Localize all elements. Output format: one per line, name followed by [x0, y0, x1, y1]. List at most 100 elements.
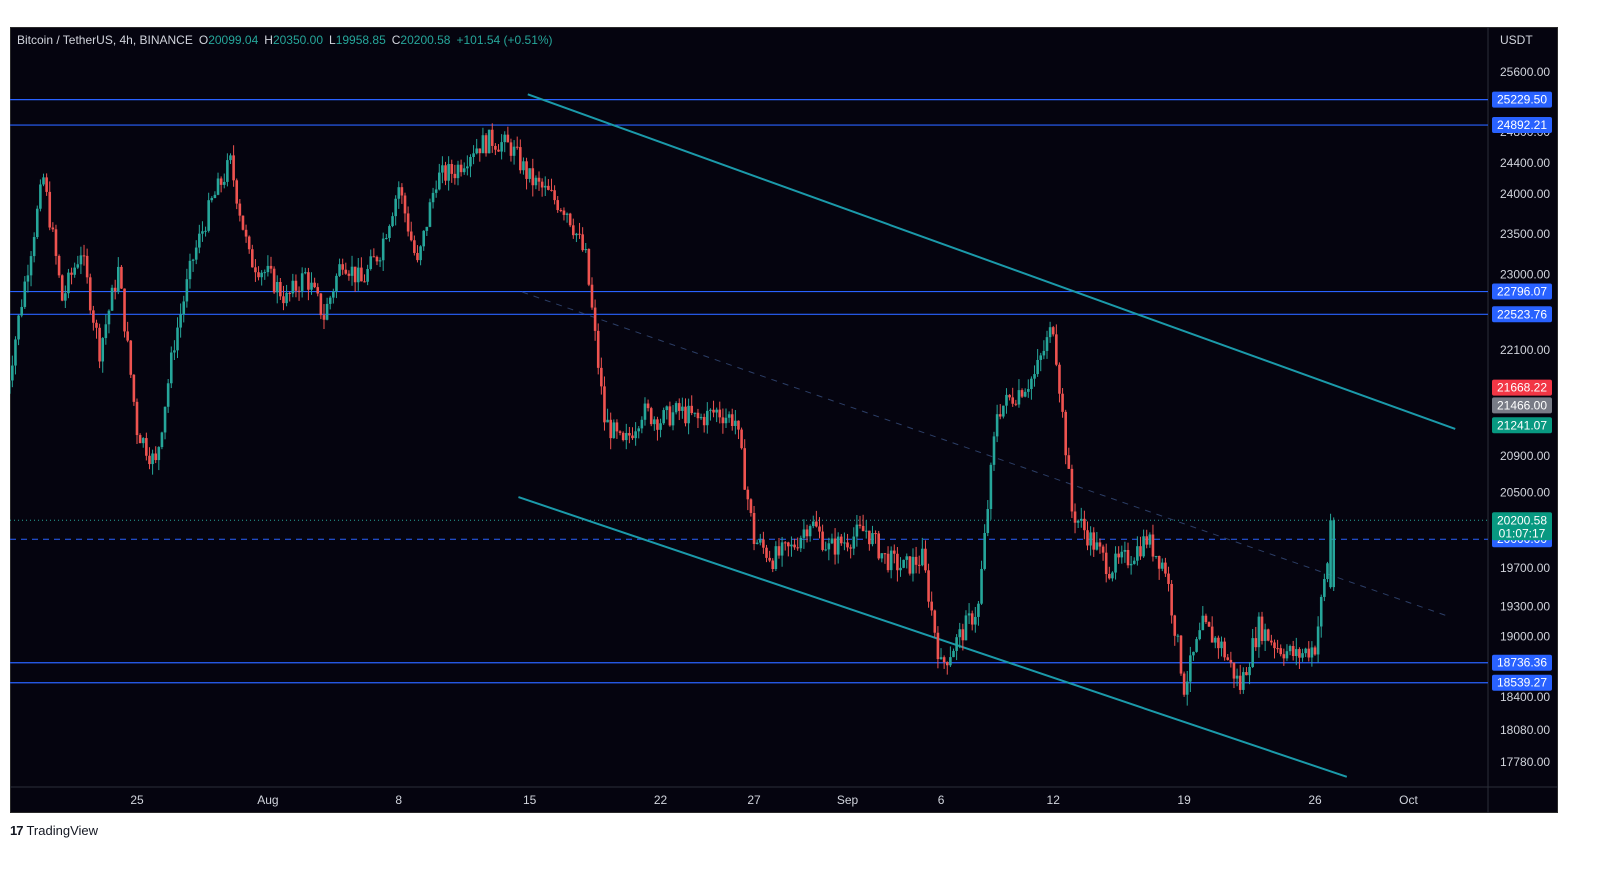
candle-body — [347, 273, 351, 276]
candle-body — [1167, 573, 1170, 584]
candle-body — [1217, 637, 1220, 649]
candle-body — [456, 164, 460, 179]
candle-body — [646, 403, 650, 409]
time-axis-tick: 12 — [1047, 793, 1061, 807]
price-axis-unit[interactable]: USDT — [1500, 33, 1533, 47]
candle-body — [1257, 616, 1261, 648]
candle-body — [924, 548, 927, 571]
candle-body — [431, 192, 435, 203]
candle-body — [157, 447, 161, 461]
candle-body — [135, 401, 139, 436]
candle-body — [980, 568, 983, 604]
price-label-text: 21241.07 — [1497, 418, 1547, 432]
candle-body — [107, 310, 111, 325]
candle-body — [1055, 334, 1058, 365]
channel-lower-line — [518, 496, 1348, 778]
candle-body — [1332, 520, 1335, 588]
candle-body — [494, 145, 497, 150]
candle-body — [179, 314, 182, 328]
candle-body — [191, 259, 195, 261]
candle-body — [640, 419, 644, 429]
candle-body — [734, 420, 737, 426]
time-axis-tick: 19 — [1177, 793, 1191, 807]
candle-body — [64, 293, 67, 301]
time-axis-tick: Oct — [1399, 793, 1418, 807]
candle-body — [637, 428, 641, 432]
candle-body — [902, 559, 905, 568]
candle-body — [310, 282, 313, 290]
candle-body — [154, 453, 157, 461]
symbol-title: Bitcoin / TetherUS, 4h, BINANCE — [17, 33, 193, 47]
chart-pane[interactable] — [10, 27, 1558, 813]
candle-body — [48, 191, 52, 228]
candle-body — [830, 538, 834, 544]
time-axis-tick: 15 — [523, 793, 537, 807]
candle-body — [235, 180, 239, 204]
candle-body — [363, 281, 366, 283]
candle-body — [98, 327, 101, 362]
candle-body — [1042, 350, 1046, 356]
candle-body — [765, 547, 768, 558]
candle-body — [1070, 468, 1074, 512]
candle-body — [537, 177, 541, 182]
candle-body — [226, 160, 229, 182]
symbol-header: Bitcoin / TetherUS, 4h, BINANCE O20099.04… — [17, 33, 553, 47]
candle-body — [886, 553, 890, 571]
candle-body — [1036, 359, 1039, 375]
candle-body — [120, 266, 123, 289]
candle-body — [39, 184, 42, 209]
candle-body — [160, 432, 164, 448]
candle-body — [453, 173, 457, 179]
candle-body — [649, 408, 653, 425]
price-label-box — [1492, 397, 1552, 414]
candle-body — [1098, 542, 1102, 547]
price-axis-tick: 17780.00 — [1500, 755, 1550, 769]
candle-body — [677, 403, 681, 411]
candle-body — [724, 417, 728, 424]
candle-body — [989, 464, 993, 510]
candle-body — [291, 280, 295, 294]
candle-body — [1195, 639, 1198, 652]
candle-body — [1263, 629, 1267, 641]
candle-body — [506, 134, 510, 143]
price-label-box — [1492, 306, 1552, 323]
candle-body — [512, 146, 516, 156]
candle-body — [325, 303, 329, 320]
candle-body — [1223, 641, 1226, 658]
tradingview-brand[interactable]: 17 TradingView — [10, 823, 98, 838]
price-label-box — [1492, 417, 1552, 434]
candle-body — [815, 521, 818, 527]
candle-body — [263, 272, 267, 274]
candle-body — [1092, 532, 1096, 550]
price-chart[interactable]: 25600.0024800.0024400.0024000.0023500.00… — [10, 27, 1558, 813]
candle-body — [1176, 635, 1180, 637]
price-label-text: 25229.50 — [1497, 93, 1547, 107]
low-key: L — [329, 33, 336, 47]
candle-body — [1083, 518, 1086, 531]
candle-body — [185, 279, 189, 302]
candle-body — [939, 657, 943, 660]
time-axis-tick: 26 — [1308, 793, 1322, 807]
candle-body — [609, 419, 612, 439]
candle-body — [1086, 530, 1089, 546]
candle-body — [503, 134, 507, 143]
candle-body — [332, 291, 335, 298]
candle-body — [998, 414, 1002, 417]
candle-body — [1313, 647, 1317, 655]
candle-body — [1307, 648, 1311, 658]
candle-body — [927, 570, 930, 602]
price-label-text: 18539.27 — [1497, 676, 1547, 690]
candle-body — [1120, 551, 1124, 558]
candle-body — [967, 613, 971, 616]
candle-body — [568, 213, 572, 226]
candle-body — [833, 538, 837, 555]
candle-body — [768, 557, 771, 561]
candle-body — [864, 530, 868, 532]
candle-body — [1310, 647, 1314, 658]
candle-body — [1192, 651, 1195, 656]
candle-body — [1276, 648, 1279, 650]
candle-body — [596, 330, 600, 368]
candle-body — [437, 172, 441, 190]
candle-body — [1111, 572, 1114, 579]
candle-body — [1129, 563, 1133, 566]
